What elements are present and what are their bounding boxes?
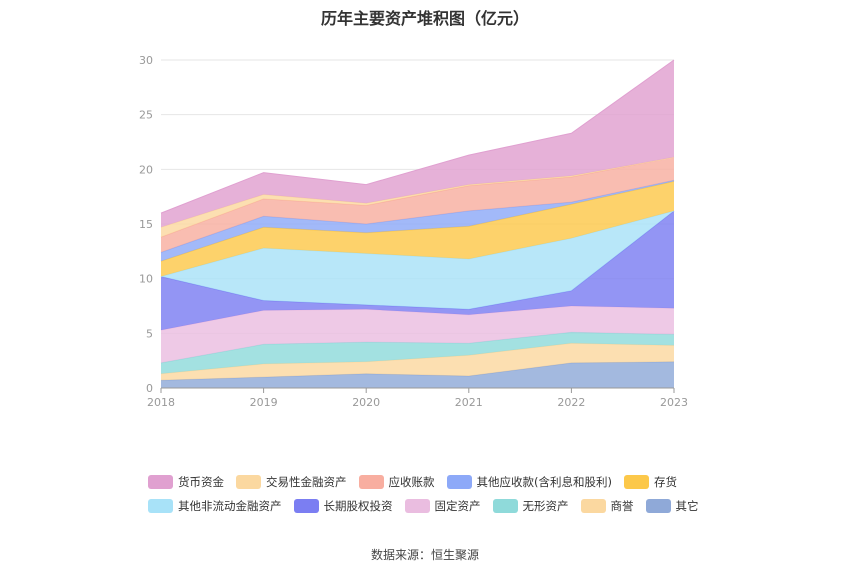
area-交易性金融资产	[161, 157, 674, 238]
legend-swatch	[446, 475, 472, 489]
legend-label: 长期股权投资	[323, 499, 393, 513]
legend-label: 应收账款	[388, 475, 435, 489]
legend-item[interactable]: 货币资金	[148, 474, 224, 490]
legend-label: 其他非流动金融资产	[178, 499, 282, 513]
legend-label: 商誉	[610, 499, 634, 513]
legend-item[interactable]: 存货	[623, 474, 677, 490]
legend-item[interactable]: 交易性金融资产	[236, 474, 347, 490]
y-tick-label: 15	[139, 218, 153, 231]
legend-label: 其它	[675, 499, 699, 513]
x-tick-label: 2018	[147, 396, 175, 409]
y-tick-label: 0	[146, 382, 153, 395]
legend-item[interactable]: 固定资产	[404, 498, 481, 514]
area-series	[160, 59, 675, 388]
area-存货	[161, 181, 674, 277]
legend-item[interactable]: 其他应收款(含利息和股利)	[446, 474, 612, 490]
area-edge-货币资金	[160, 59, 675, 214]
x-tick-label: 2019	[250, 396, 278, 409]
area-货币资金	[161, 60, 674, 228]
x-tick-label: 2020	[352, 396, 380, 409]
legend: 货币资金 交易性金融资产 应收账款 其他应收款(含利息和股利) 存货 其他非流动金融资产…	[148, 470, 748, 518]
data-source: 数据来源：恒生聚源	[370, 548, 479, 562]
legend-label: 交易性金融资产	[266, 475, 347, 489]
y-tick-label: 30	[139, 54, 153, 67]
x-tick-label: 2021	[455, 396, 483, 409]
legend-item[interactable]: 长期股权投资	[293, 498, 393, 514]
legend-swatch	[492, 499, 518, 513]
legend-row-1: 货币资金 交易性金融资产 应收账款 其他应收款(含利息和股利) 存货	[148, 470, 748, 494]
legend-label: 存货	[653, 475, 677, 489]
legend-swatch	[148, 475, 173, 489]
axes: 0 5 10 15 20 25 30 2018 2019 2020 2021 2022 2023	[139, 54, 688, 409]
y-tick-label: 10	[139, 273, 153, 286]
x-tick-label: 2023	[660, 396, 688, 409]
legend-swatch	[645, 499, 671, 513]
y-tick-label: 25	[139, 109, 153, 122]
area-无形资产	[161, 332, 674, 374]
area-其他应收款(含利息和股利)	[161, 180, 674, 262]
chart-title: 历年主要资产堆积图（亿元）	[320, 9, 529, 28]
y-tick-label: 20	[139, 163, 153, 176]
x-tick-label: 2022	[557, 396, 585, 409]
area-应收账款	[161, 157, 674, 253]
legend-swatch	[236, 475, 261, 489]
legend-item[interactable]: 应收账款	[358, 474, 435, 490]
legend-label: 固定资产	[434, 499, 481, 513]
legend-item[interactable]: 商誉	[580, 498, 634, 514]
legend-item[interactable]: 其它	[645, 498, 699, 514]
y-tick-label: 5	[146, 327, 153, 340]
legend-item[interactable]: 其他非流动金融资产	[148, 498, 282, 514]
legend-swatch	[148, 499, 173, 513]
area-其他非流动金融资产	[161, 210, 674, 310]
legend-label: 货币资金	[178, 475, 224, 489]
legend-swatch	[293, 499, 319, 513]
area-固定资产	[161, 306, 674, 363]
legend-swatch	[623, 475, 649, 489]
legend-swatch	[580, 499, 606, 513]
legend-item[interactable]: 无形资产	[492, 498, 569, 514]
legend-swatch	[358, 475, 384, 489]
legend-row-2: 其他非流动金融资产 长期股权投资 固定资产 无形资产 商誉 其它	[148, 494, 748, 518]
legend-swatch	[404, 499, 430, 513]
legend-label: 无形资产	[522, 499, 569, 513]
area-商誉	[161, 343, 674, 381]
area-长期股权投资	[161, 210, 674, 331]
legend-label: 其他应收款(含利息和股利)	[476, 475, 612, 489]
